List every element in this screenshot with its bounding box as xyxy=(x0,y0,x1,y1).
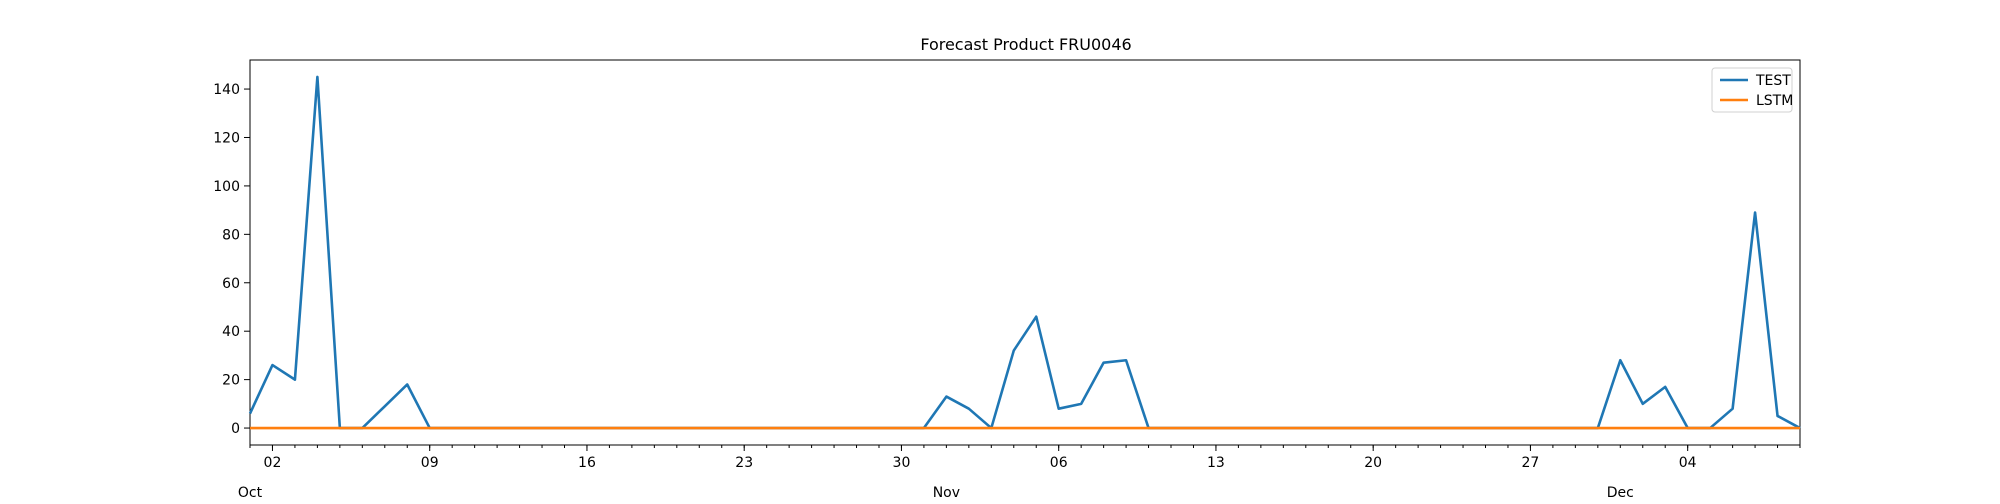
y-tick-label: 0 xyxy=(231,421,240,437)
legend-label-lstm: LSTM xyxy=(1756,93,1793,109)
chart-title: Forecast Product FRU0046 xyxy=(920,35,1131,54)
legend-label-test: TEST xyxy=(1755,73,1791,89)
y-tick-label: 60 xyxy=(222,276,240,292)
x-tick-label: 09 xyxy=(421,455,439,471)
x-tick-label: 13 xyxy=(1207,455,1225,471)
plot-frame xyxy=(249,59,1801,446)
y-tick-label: 120 xyxy=(213,130,240,146)
y-tick-label: 40 xyxy=(222,324,240,340)
y-tick-label: 100 xyxy=(213,179,240,195)
y-tick-label: 20 xyxy=(222,373,240,389)
x-tick-label: 30 xyxy=(893,455,911,471)
y-tick-label: 80 xyxy=(222,227,240,243)
x-tick-label: 27 xyxy=(1522,455,1540,471)
series-line-test xyxy=(248,75,1801,430)
x-tick-label: 23 xyxy=(735,455,753,471)
x-tick-label: 16 xyxy=(578,455,596,471)
x-tick-label: 20 xyxy=(1364,455,1382,471)
x-tick-label: 06 xyxy=(1050,455,1068,471)
y-tick-label: 140 xyxy=(213,82,240,98)
plot-area xyxy=(248,75,1801,430)
legend: TEST LSTM xyxy=(1711,67,1793,113)
x-month-label: Nov xyxy=(933,485,960,500)
x-tick-label: 04 xyxy=(1679,455,1697,471)
axes: 0 20 40 60 80 100 120 140 02 09 16 23 30 06 13 20 27 04 Oc… xyxy=(213,59,1801,501)
x-tick-label: 02 xyxy=(264,455,282,471)
x-month-label: Oct xyxy=(238,485,263,500)
x-month-label: Dec xyxy=(1607,485,1634,500)
